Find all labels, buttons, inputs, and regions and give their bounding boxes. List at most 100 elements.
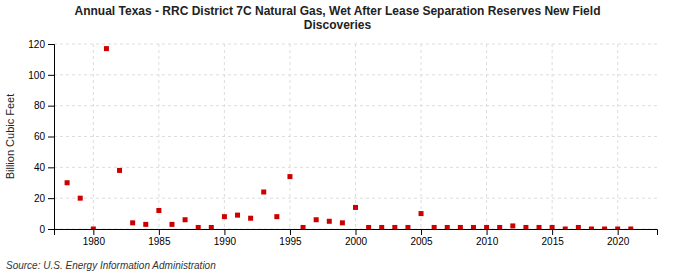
point — [340, 220, 345, 225]
y-tick-label: 80 — [34, 100, 46, 111]
y-tick: 80 — [34, 100, 54, 111]
x-tick-mark — [290, 229, 291, 235]
y-tick: 40 — [34, 162, 54, 173]
point — [484, 225, 489, 229]
point — [405, 225, 410, 229]
y-tick: 100 — [28, 70, 54, 81]
point — [130, 220, 135, 225]
x-grid-line — [355, 44, 356, 229]
point — [327, 219, 332, 224]
point — [156, 208, 161, 213]
point — [274, 214, 279, 219]
point — [143, 222, 148, 227]
point — [602, 227, 607, 230]
y-tick: 0 — [39, 224, 54, 235]
point — [287, 174, 292, 179]
point — [537, 225, 542, 229]
y-axis: 0 20 40 60 80 100 120 — [28, 39, 54, 235]
x-tick: 1995 — [279, 229, 302, 247]
y-tick-label: 20 — [34, 193, 46, 204]
point — [261, 190, 266, 195]
x-tick: 1985 — [148, 229, 171, 247]
point — [445, 225, 450, 229]
x-tick-mark — [224, 229, 225, 235]
title-line: Annual Texas - RRC District 7C Natural G… — [75, 4, 601, 18]
point — [104, 46, 109, 51]
x-axis: 1980 1985 1990 1995 2000 2005 2010 2015 2020 — [55, 229, 658, 247]
point — [196, 225, 201, 229]
y-tick-label: 60 — [34, 131, 46, 142]
x-grid-line — [93, 44, 94, 229]
point — [458, 225, 463, 229]
x-tick-label: 1980 — [83, 236, 106, 247]
x-grid-line — [552, 44, 553, 229]
point — [523, 225, 528, 229]
plot: 1980 1985 1990 1995 2000 2005 2010 2015 2020 0 20 4… — [28, 39, 657, 247]
x-tick-mark — [159, 229, 160, 235]
y-grid-line — [54, 198, 657, 199]
point — [615, 227, 620, 230]
point — [353, 205, 358, 210]
point — [628, 227, 633, 230]
y-tick: 60 — [34, 131, 54, 142]
x-tick-mark — [618, 229, 619, 235]
point — [222, 214, 227, 219]
x-tick: 2010 — [476, 229, 499, 247]
x-tick-label: 2015 — [542, 236, 565, 247]
x-tick-label: 2005 — [410, 236, 433, 247]
y-tick-label: 40 — [34, 162, 46, 173]
point — [589, 227, 594, 230]
point — [576, 225, 581, 229]
point — [248, 216, 253, 221]
x-tick-label: 1995 — [279, 236, 302, 247]
y-tick-mark — [48, 137, 54, 138]
y-axis-label: Billion Cubic Feet — [4, 94, 16, 180]
point — [419, 211, 424, 216]
point — [379, 225, 384, 229]
x-tick-mark — [93, 229, 94, 235]
x-tick-label: 2000 — [345, 236, 368, 247]
point — [183, 217, 188, 222]
point — [78, 196, 83, 201]
x-tick-label: 2020 — [607, 236, 630, 247]
point — [471, 225, 476, 229]
point — [314, 217, 319, 222]
point — [497, 225, 502, 229]
x-tick: 1990 — [214, 229, 237, 247]
x-grid-line — [224, 44, 225, 229]
x-grid-line — [486, 44, 487, 229]
x-tick-label: 1990 — [214, 236, 237, 247]
point — [392, 225, 397, 229]
x-tick: 1980 — [83, 229, 106, 247]
chart: Annual Texas - RRC District 7C Natural G… — [0, 0, 675, 275]
point — [169, 222, 174, 227]
y-tick-mark — [48, 44, 54, 45]
point — [235, 213, 240, 218]
point — [209, 225, 214, 229]
y-tick-mark — [48, 229, 54, 230]
x-tick-label: 1985 — [148, 236, 171, 247]
point — [301, 225, 306, 229]
point — [65, 180, 70, 185]
x-grid-line — [158, 44, 159, 229]
y-tick-mark — [48, 167, 54, 168]
grid — [54, 44, 657, 229]
title-line: Discoveries — [304, 18, 372, 32]
y-tick-label: 0 — [39, 224, 45, 235]
y-tick-mark — [48, 198, 54, 199]
x-grid-line — [289, 44, 290, 229]
point — [550, 225, 555, 229]
x-grid-line — [421, 44, 422, 229]
y-axis-line — [48, 45, 55, 230]
y-tick: 120 — [28, 39, 54, 50]
y-tick: 20 — [34, 193, 54, 204]
y-tick-label: 100 — [28, 70, 45, 81]
x-tick: 2020 — [607, 229, 630, 247]
annotation: Source: U.S. Energy Information Administ… — [6, 260, 216, 271]
point — [91, 227, 96, 230]
points — [65, 46, 634, 229]
x-tick-label: 2010 — [476, 236, 499, 247]
x-tick-mark — [356, 229, 357, 235]
y-tick-mark — [48, 75, 54, 76]
y-tick-mark — [48, 106, 54, 107]
